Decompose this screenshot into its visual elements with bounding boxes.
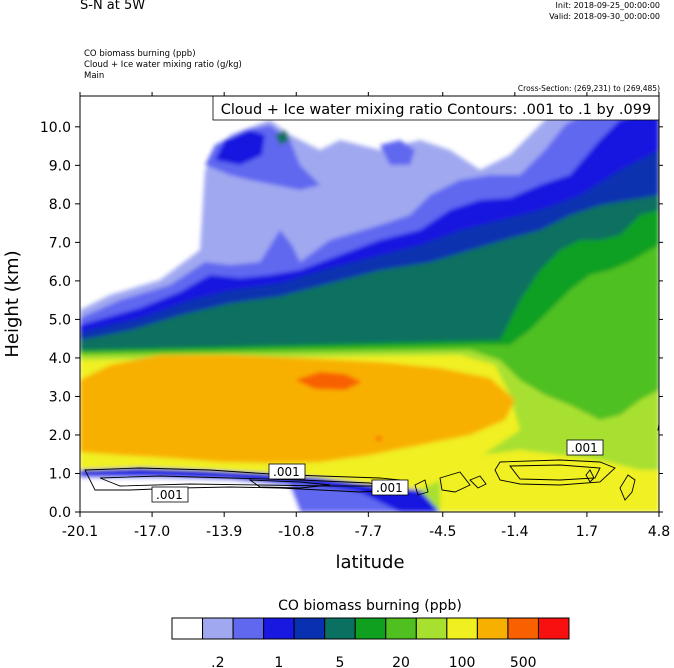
x-tick-label: -17.0 bbox=[134, 524, 170, 540]
field-run: Main bbox=[84, 71, 105, 81]
x-axis-label: latitude bbox=[335, 552, 404, 573]
colorbar-tick-label: 20 bbox=[392, 655, 410, 668]
y-tick-label: 6.0 bbox=[49, 274, 71, 290]
y-tick-label: 3.0 bbox=[49, 389, 71, 405]
x-axis: -20.1 -17.0 -13.9 -10.8 -7.7 -4.5 -1.4 1.7 4.8 bbox=[62, 92, 670, 540]
svg-text:.001: .001 bbox=[571, 441, 598, 455]
x-tick-label: -10.8 bbox=[278, 524, 314, 540]
contour-label-3: .001 bbox=[371, 479, 409, 496]
y-tick-label: 2.0 bbox=[49, 428, 71, 444]
contour-label-4: .001 bbox=[566, 439, 604, 456]
field-co: CO biomass burning (ppb) bbox=[84, 49, 196, 59]
contour-label-2: .001 bbox=[268, 463, 306, 480]
svg-text:.001: .001 bbox=[376, 481, 403, 495]
init-time: Init: 2018-09-25_00:00:00 bbox=[555, 1, 660, 10]
valid-time: Valid: 2018-09-30_00:00:00 bbox=[549, 12, 660, 21]
colorbar-swatch bbox=[171, 617, 204, 640]
x-tick-label: -7.7 bbox=[355, 524, 382, 540]
colorbar bbox=[171, 617, 570, 640]
colorbar-swatch bbox=[507, 617, 539, 640]
colorbar-swatch bbox=[476, 617, 509, 640]
cross-section-label: Cross-Section: (269,231) to (269,485) bbox=[517, 84, 660, 93]
time-info: Init: 2018-09-25_00:00:00 Valid: 2018-09… bbox=[549, 0, 660, 22]
colorbar-tick-label: 100 bbox=[449, 655, 476, 668]
contour-label-1: .001 bbox=[151, 486, 189, 503]
x-tick-label: 4.8 bbox=[648, 524, 670, 540]
y-tick-label: 9.0 bbox=[49, 158, 71, 174]
y-tick-label: 0.0 bbox=[49, 505, 71, 521]
x-tick-label: 1.7 bbox=[576, 524, 598, 540]
y-tick-label: 7.0 bbox=[49, 235, 71, 251]
y-tick-label: 10.0 bbox=[40, 120, 71, 136]
field-cloud: Cloud + Ice water mixing ratio (g/kg) bbox=[84, 60, 242, 70]
colorbar-swatch bbox=[202, 617, 234, 640]
y-axis-label: Height (km) bbox=[2, 250, 23, 357]
colorbar-tick-label: 1 bbox=[274, 655, 283, 668]
colorbar-tick-label: 5 bbox=[336, 655, 345, 668]
x-tick-label: -1.4 bbox=[501, 524, 528, 540]
contour-labels: .001 .001 .001 .001 bbox=[151, 439, 604, 503]
svg-text:.001: .001 bbox=[273, 465, 300, 479]
heatmap-field: .001 .001 .001 .001 Cloud + Ice water mi… bbox=[80, 96, 659, 512]
level-orange bbox=[80, 355, 515, 463]
plot-frame bbox=[79, 95, 660, 513]
x-tick-label: -13.9 bbox=[206, 524, 242, 540]
y-tick-label: 5.0 bbox=[49, 312, 71, 328]
colorbar-title: CO biomass burning (ppb) bbox=[278, 598, 462, 614]
y-tick-label: 8.0 bbox=[49, 197, 71, 213]
contour-info-box: Cloud + Ice water mixing ratio Contours:… bbox=[212, 96, 659, 121]
x-tick-label: -20.1 bbox=[62, 524, 98, 540]
colorbar-swatch bbox=[537, 617, 570, 640]
field-description: CO biomass burning (ppb) Cloud + Ice wat… bbox=[84, 49, 242, 82]
svg-text:Cloud + Ice water mixing ratio: Cloud + Ice water mixing ratio Contours:… bbox=[221, 102, 651, 118]
svg-text:.001: .001 bbox=[156, 488, 183, 502]
colorbar-tick-label: .2 bbox=[211, 655, 224, 668]
colorbar-swatch bbox=[415, 617, 448, 640]
colorbar-swatch bbox=[293, 617, 326, 640]
x-tick-label: -4.5 bbox=[429, 524, 456, 540]
plot-title: S-N at 5W bbox=[80, 0, 146, 13]
y-axis: 0.0 1.0 2.0 3.0 4.0 5.0 6.0 7.0 8.0 9.0 10.0 bbox=[40, 120, 663, 521]
colorbar-swatch bbox=[263, 617, 295, 640]
colorbar-swatch bbox=[385, 617, 417, 640]
colorbar-ticks: .2 1 5 20 100 500 bbox=[211, 655, 536, 668]
colorbar-swatch bbox=[232, 617, 265, 640]
y-tick-label: 1.0 bbox=[49, 466, 71, 482]
colorbar-tick-label: 500 bbox=[510, 655, 537, 668]
colorbar-swatch bbox=[324, 617, 356, 640]
colorbar-swatch bbox=[354, 617, 387, 640]
colorbar-swatch bbox=[446, 617, 478, 640]
y-tick-label: 4.0 bbox=[49, 351, 71, 367]
